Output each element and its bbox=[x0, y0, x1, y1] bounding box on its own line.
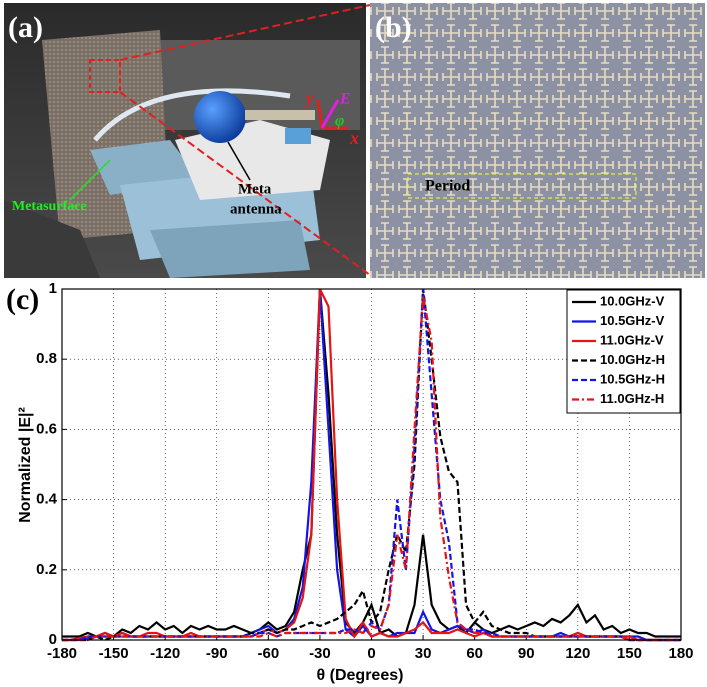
photo-a: (a) Metasurface Meta antenna y E φ x bbox=[4, 3, 371, 278]
x-tick-label: -60 bbox=[257, 645, 279, 662]
legend-label: 11.0GHz-H bbox=[600, 391, 664, 406]
plot-frame bbox=[61, 288, 682, 641]
photo-b: (b) Period bbox=[370, 3, 705, 278]
x-tick-label: 30 bbox=[415, 645, 432, 662]
legend-label: 10.5GHz-H bbox=[600, 371, 665, 386]
data-line bbox=[62, 295, 681, 642]
legend-label: 10.5GHz-V bbox=[600, 313, 665, 328]
metasurface-label: Metasurface bbox=[12, 199, 87, 214]
x-tick-label: 180 bbox=[668, 645, 693, 662]
panel-label: (a) bbox=[8, 11, 43, 44]
axis-label: y bbox=[304, 88, 315, 108]
y-tick-label: 0.6 bbox=[36, 420, 57, 437]
axis-label: x bbox=[349, 128, 359, 148]
y-tick-label: 0.4 bbox=[36, 491, 58, 508]
x-tick-label: 150 bbox=[617, 645, 642, 662]
legend-label: 10.0GHz-H bbox=[600, 352, 665, 367]
y-tick-label: 0.8 bbox=[36, 350, 57, 367]
x-tick-label: -180 bbox=[47, 645, 77, 662]
x-tick-label: -150 bbox=[99, 645, 129, 662]
y-tick-label: 0.2 bbox=[36, 561, 57, 578]
x-tick-label: 0 bbox=[367, 645, 375, 662]
x-tick-label: -120 bbox=[150, 645, 180, 662]
x-tick-label: 90 bbox=[518, 645, 535, 662]
y-axis-title: Normalized |E|² bbox=[17, 407, 34, 523]
y-tick-label: 0 bbox=[49, 631, 57, 648]
x-tick-label: 60 bbox=[466, 645, 483, 662]
axis-label: E bbox=[339, 91, 351, 108]
x-tick-label: -90 bbox=[206, 645, 228, 662]
y-tick-label: 1 bbox=[49, 280, 57, 297]
period-label: Period bbox=[425, 178, 470, 195]
legend-label: 11.0GHz-V bbox=[600, 332, 664, 347]
x-axis-title: θ (Degrees) bbox=[317, 667, 404, 684]
legend-label: 10.0GHz-V bbox=[600, 293, 665, 308]
axis-label: φ bbox=[335, 113, 344, 130]
antenna-label: Meta bbox=[238, 181, 272, 197]
x-tick-label: -30 bbox=[309, 645, 331, 662]
panel-label: (c) bbox=[6, 283, 39, 316]
x-tick-label: 120 bbox=[565, 645, 590, 662]
antenna-label: antenna bbox=[230, 201, 282, 217]
legend-box bbox=[566, 289, 681, 414]
panel-label: (b) bbox=[375, 11, 412, 44]
data-line bbox=[62, 288, 681, 638]
chart: θ (Degrees) Normalized |E|² -180 -150 -120… bbox=[17, 280, 693, 684]
